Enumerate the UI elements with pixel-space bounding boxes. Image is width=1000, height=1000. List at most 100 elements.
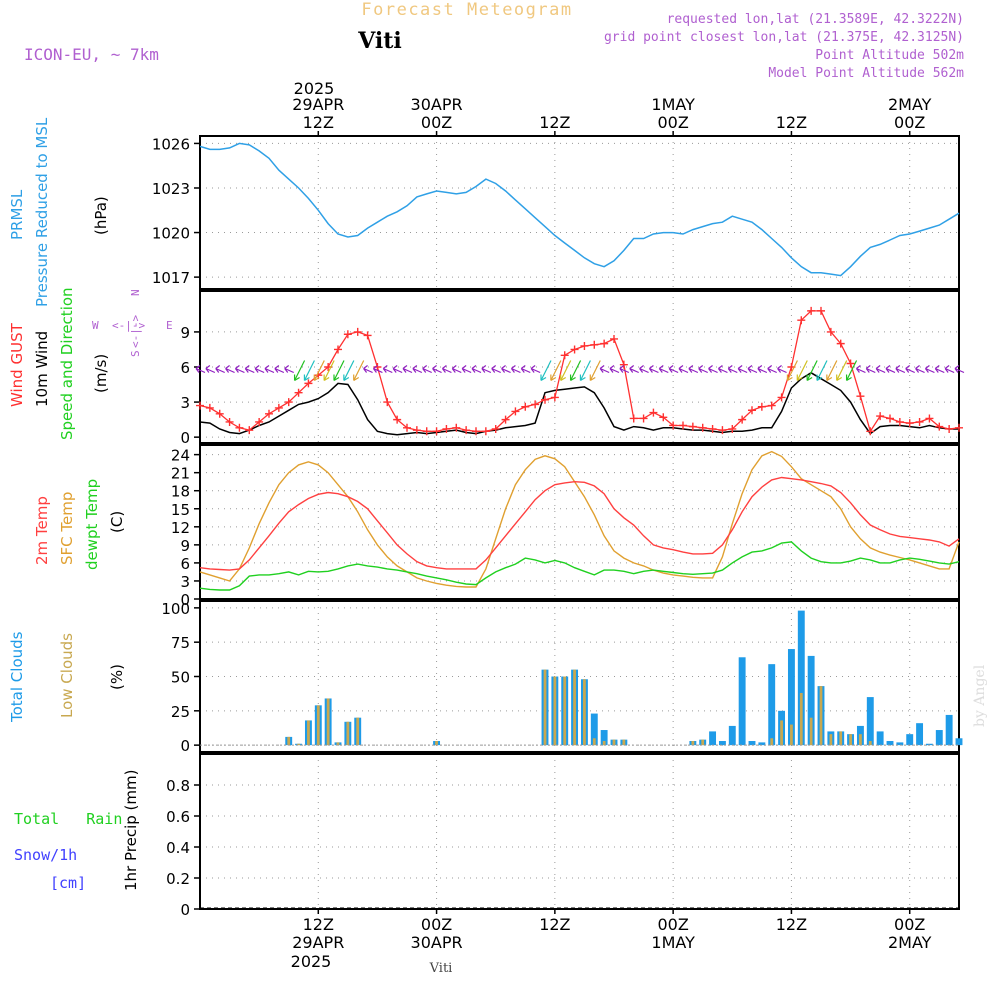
temp-ytick-label: 6 [180, 555, 190, 573]
gust-marker [334, 345, 342, 354]
wind-direction-arrow [451, 365, 462, 374]
wind-direction-arrow [717, 365, 728, 374]
gust-marker [422, 427, 431, 436]
wind-direction-arrow [747, 365, 758, 374]
compass-ns-arrows: <-|-> [129, 315, 142, 348]
gust-marker [225, 417, 234, 426]
wind-direction-arrow [767, 365, 777, 374]
gust-marker [274, 403, 283, 412]
clouds-unit: (%) [108, 664, 126, 690]
wind-direction-arrow [540, 360, 552, 382]
temp-frame [199, 444, 960, 600]
compass-south: S [129, 350, 142, 357]
total-cloud-bar [718, 741, 726, 746]
gust-marker [215, 409, 224, 418]
wind-direction-arrow [510, 365, 521, 374]
gust-marker [353, 327, 362, 336]
wind-dir-label: Speed and Direction [58, 287, 76, 440]
clouds-frame [199, 600, 960, 753]
gust-marker [432, 427, 441, 436]
wind-direction-arrow [313, 360, 325, 382]
total-cloud-bar [738, 657, 746, 746]
total-cloud-bar [916, 723, 924, 746]
temp-ytick-label: 12 [171, 519, 190, 537]
low-cloud-bar [849, 734, 852, 746]
wind-direction-arrow [353, 360, 365, 382]
gust-marker [925, 414, 934, 423]
wind-unit: (m/s) [92, 354, 110, 393]
precip-ytick-label: 0.8 [166, 777, 190, 795]
low-cloud-bar [336, 742, 340, 746]
clouds-ytick-label: 75 [171, 634, 190, 652]
wind-direction-arrow [727, 365, 738, 374]
gust-marker [817, 306, 825, 315]
low-cloud-bar [701, 739, 705, 746]
wind-direction-arrow [363, 365, 373, 374]
wind-direction-arrow [303, 360, 315, 382]
pressure-ytick-label: 1023 [152, 180, 190, 198]
wind-direction-arrow [392, 365, 403, 374]
low-cloud-bar [770, 738, 774, 746]
gust-marker [560, 351, 569, 360]
low-cloud-bar [809, 717, 813, 746]
low-cloud-bar [346, 721, 350, 746]
gust-marker [403, 423, 411, 432]
pressure-ytick-label: 1017 [152, 269, 190, 287]
wind-direction-arrow [333, 360, 345, 382]
gust-marker [196, 401, 204, 410]
wind-direction-arrow [461, 365, 472, 374]
gust-marker [748, 406, 756, 415]
bottom-date-label: 29APR [292, 933, 344, 952]
wind-panel: 0 3 6 9 [180, 290, 965, 447]
wind-direction-arrow [422, 365, 432, 374]
low-cloud-bar [622, 739, 626, 746]
wind10m-label: 10m Wind [33, 331, 51, 407]
t2m-label: 2m Temp [33, 496, 51, 565]
gust-marker [757, 402, 766, 411]
wind-labels: Wind GUST 10m Wind Speed and Direction (… [8, 287, 173, 440]
gust-marker [541, 395, 549, 404]
low-cloud-bar [287, 736, 291, 746]
gust-marker [659, 413, 668, 422]
gust-marker [688, 422, 697, 431]
wind-direction-arrow [323, 360, 335, 382]
gust-marker [905, 419, 914, 428]
total-cloud-bar [787, 649, 795, 746]
low-cloud-bar [592, 738, 596, 746]
wind-direction-arrow [195, 365, 206, 374]
wind-direction-arrow [441, 365, 452, 374]
location-title: Viti [357, 28, 402, 54]
wind-direction-arrow [905, 365, 915, 374]
total-cloud-bar [896, 742, 904, 746]
bottom-hour-label: 00Z [421, 915, 452, 934]
total-cloud-bar [748, 741, 756, 746]
wind-ytick-label: 0 [180, 429, 190, 447]
wind-direction-arrow [530, 365, 541, 374]
clouds-panel: 0 25 50 75 100 [161, 600, 963, 755]
total-cloud-bar [758, 742, 766, 746]
wind-direction-arrow [658, 365, 669, 374]
total-cloud-bar [876, 731, 884, 746]
wind-direction-arrow [234, 365, 245, 374]
cloud-labels: Total Clouds Low Clouds (%) [8, 631, 126, 723]
gust-marker [639, 414, 648, 423]
low-cloud-bar [356, 717, 360, 746]
wind-direction-arrow [432, 365, 442, 374]
gust-marker [462, 426, 471, 435]
total-cloud-bar [709, 731, 717, 746]
bottom-date-label: 1MAY [651, 933, 695, 952]
wind-direction-arrow [875, 365, 886, 374]
wind-direction-arrow [579, 360, 591, 382]
wind-direction-arrow [934, 365, 945, 374]
gust-marker [265, 409, 273, 418]
low-cloud-bar [868, 741, 872, 746]
bottom-year-label: 2025 [291, 952, 332, 971]
gust-marker [245, 426, 254, 435]
gust-marker [856, 392, 865, 401]
gust-marker [846, 359, 855, 368]
wind-direction-arrow [639, 365, 649, 374]
total-clouds-label: Total Clouds [8, 631, 26, 723]
gust-marker [235, 423, 244, 432]
wind-direction-arrow [215, 365, 225, 374]
low-cloud-bar [563, 676, 567, 746]
